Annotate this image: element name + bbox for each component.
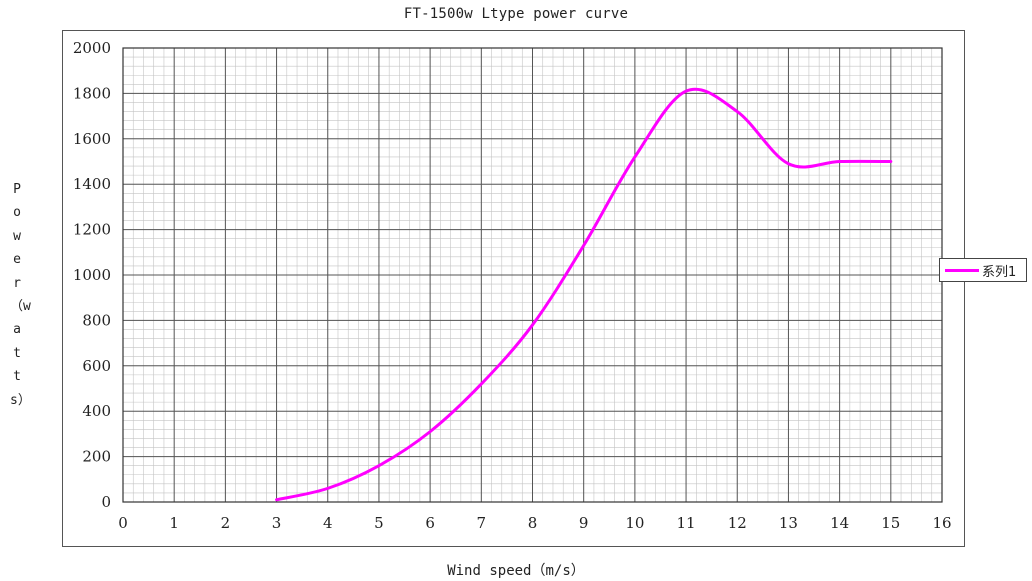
tick-labels: 0 1 2 3 4 5 6 7 8 9 10 11 12 13 14 15 160200400600800100… [73,39,952,532]
x-tick-label: 3 [272,514,282,532]
x-tick-label: 10 [625,514,644,532]
x-tick-label: 9 [579,514,589,532]
y-tick-label: 2000 [73,39,111,57]
y-axis-label: Power（watts） [10,182,31,408]
x-tick-label: 7 [477,514,487,532]
y-tick-label: 1000 [73,266,111,284]
y-tick-label: 1600 [73,130,111,148]
x-tick-label: 11 [677,514,696,532]
y-tick-label: 600 [82,357,111,375]
x-tick-label: 0 [118,514,128,532]
y-tick-label: 800 [82,311,111,329]
y-tick-label: 0 [101,493,111,511]
legend-label: 系列1 [982,264,1017,280]
legend: 系列1 [939,258,1027,282]
x-tick-label: 4 [323,514,333,532]
x-axis-label: Wind speed（m/s） [447,563,585,579]
x-tick-label: 16 [932,514,951,532]
x-tick-label: 5 [374,514,384,532]
y-tick-label: 1200 [73,221,111,239]
chart-frame [62,30,965,547]
chart-title: FT-1500w Ltype power curve [403,6,629,22]
grid-layer [122,47,943,503]
y-tick-label: 200 [82,448,111,466]
y-tick-label: 1400 [73,175,111,193]
x-tick-label: 12 [728,514,747,532]
x-tick-label: 6 [425,514,435,532]
x-tick-label: 14 [830,514,849,532]
y-tick-label: 400 [82,402,111,420]
x-tick-label: 13 [779,514,798,532]
x-tick-label: 8 [528,514,538,532]
x-tick-label: 2 [221,514,231,532]
y-tick-label: 1800 [73,84,111,102]
series-layer [275,87,893,502]
x-tick-label: 1 [169,514,179,532]
legend-swatch [945,268,979,272]
x-tick-label: 15 [881,514,900,532]
